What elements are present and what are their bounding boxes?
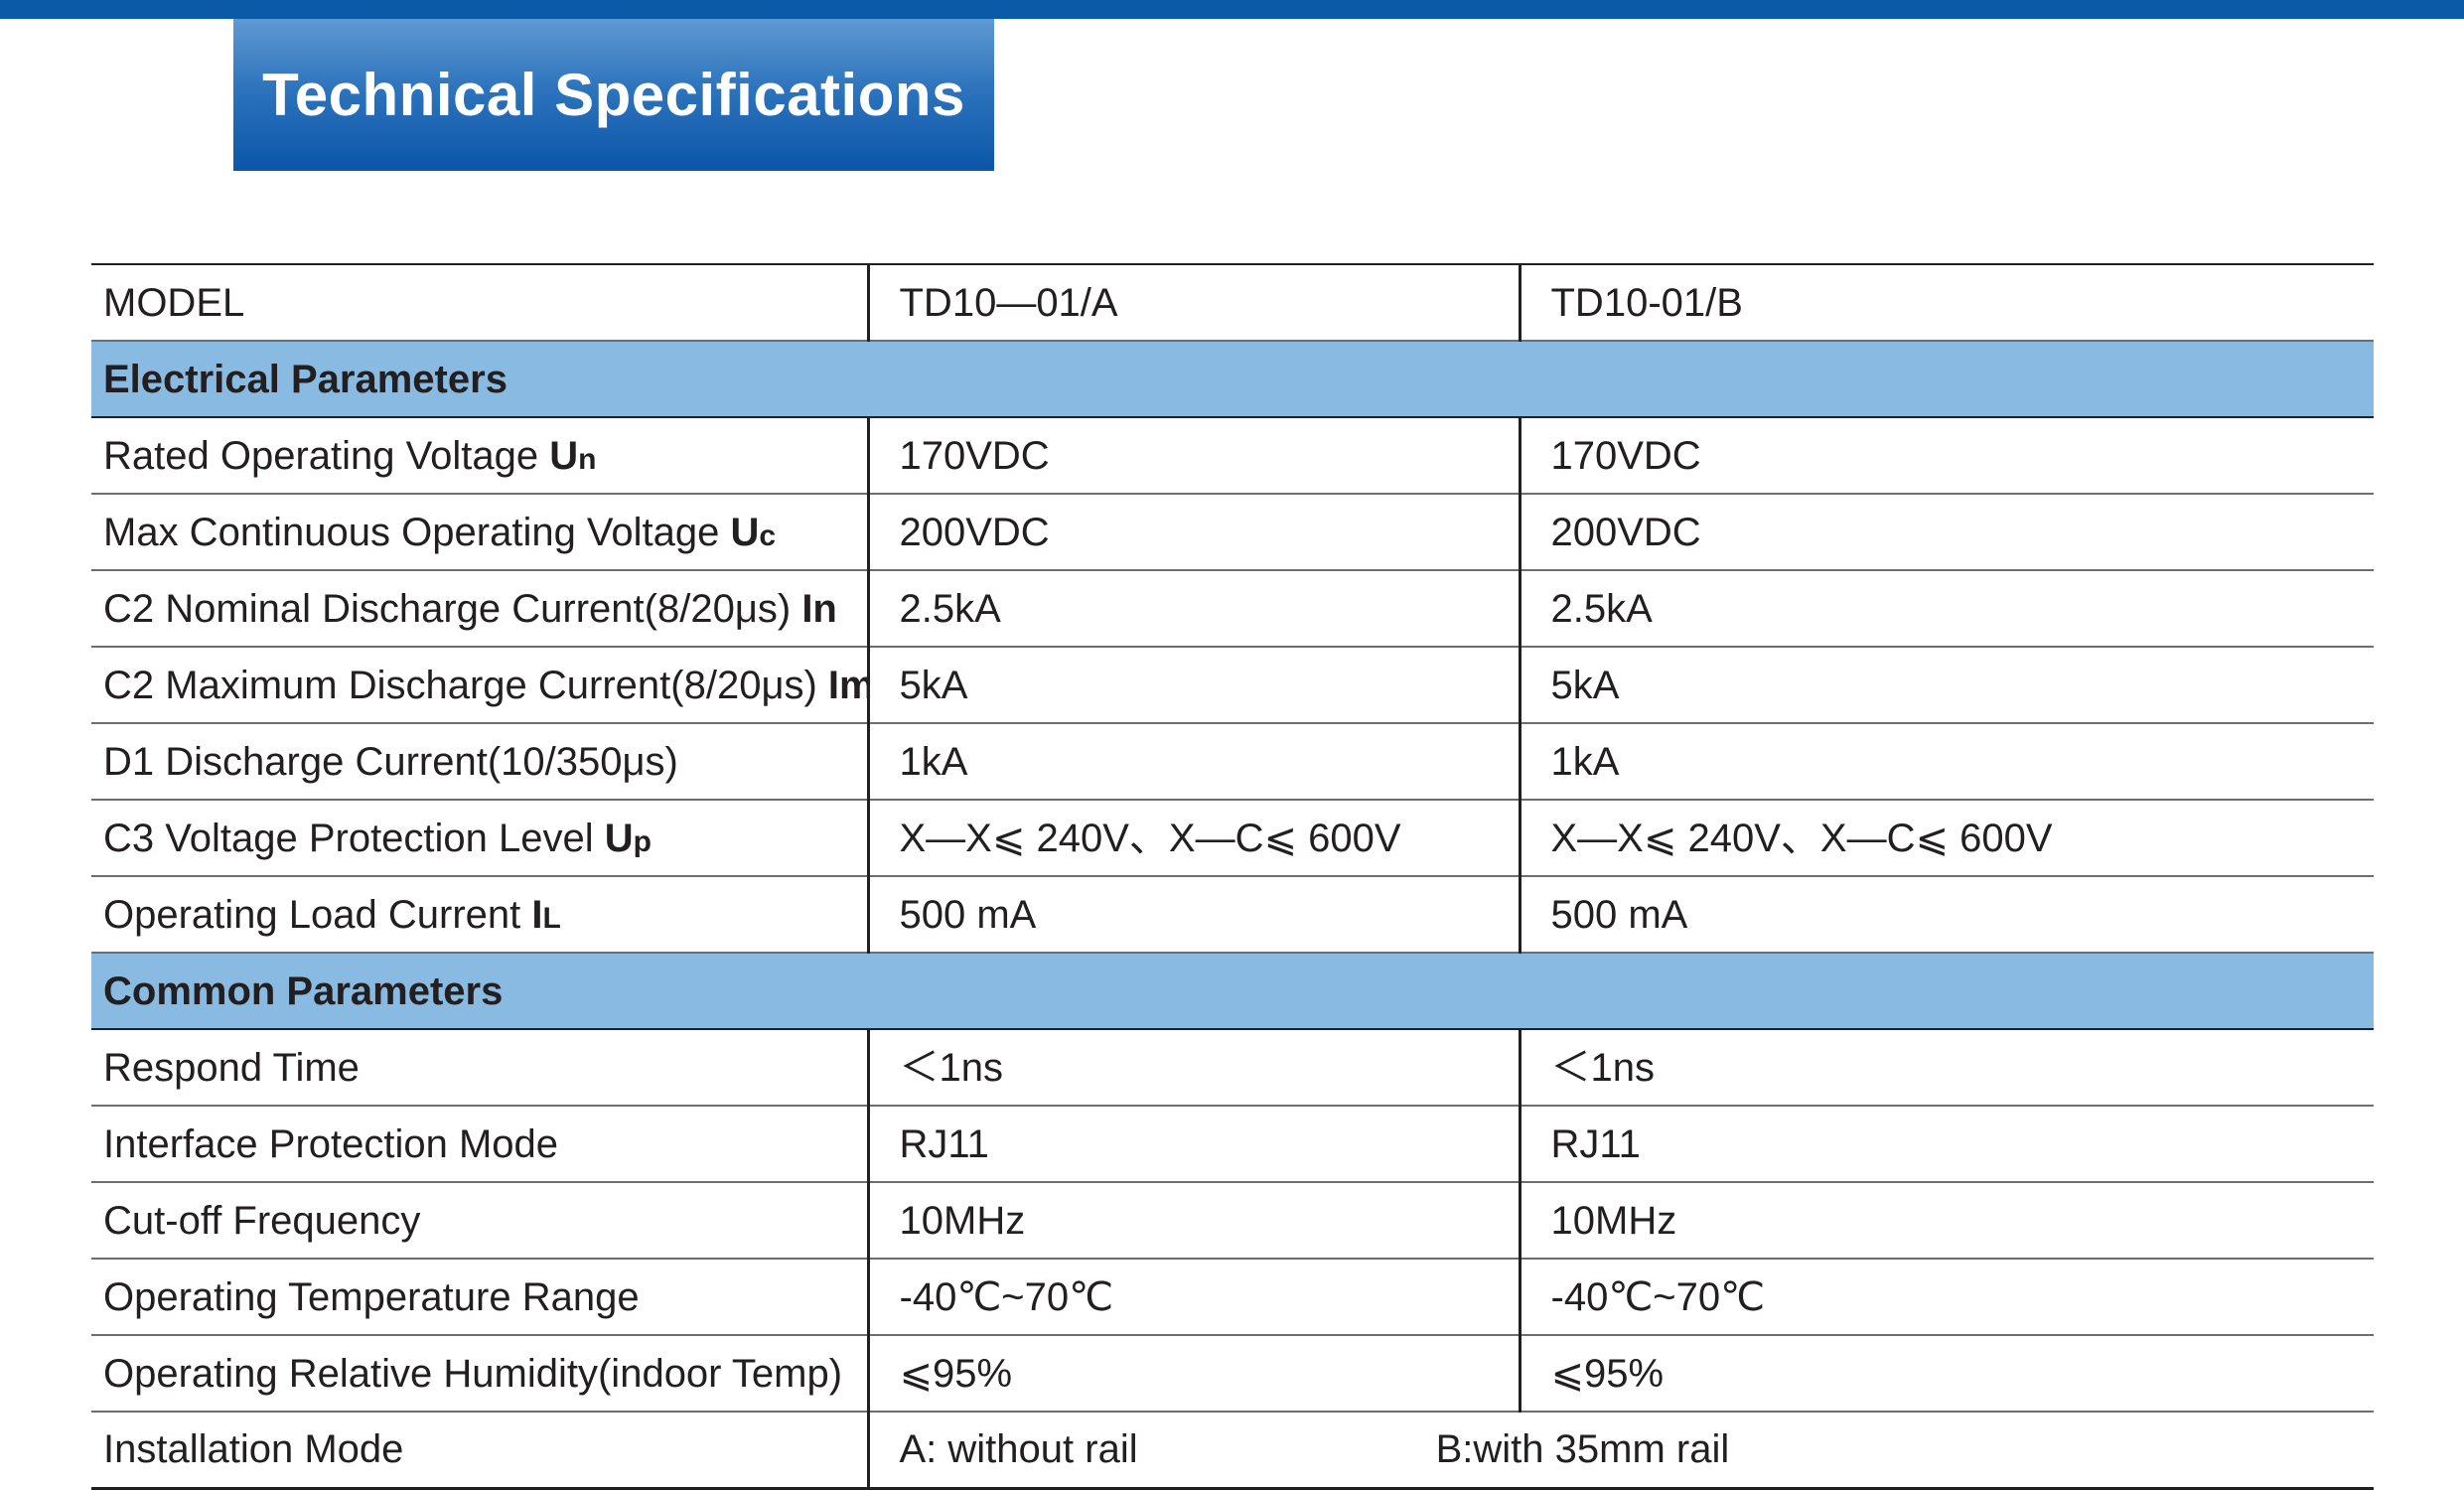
value-a-cell: 200VDC (866, 494, 1520, 571)
value-a-cell: 1kA (866, 723, 1520, 801)
page-title: Technical Specifications (262, 62, 965, 128)
table-row: Cut-off Frequency 10MHz 10MHz (91, 1182, 2374, 1260)
row-label: Operating Relative Humidity(indoor Temp) (91, 1335, 868, 1413)
installation-b: B:with 35mm rail (1435, 1427, 1730, 1472)
installation-cell: A: without rail B:with 35mm rail (866, 1412, 2374, 1490)
value-a-cell: 10MHz (866, 1182, 1520, 1260)
table-row: Operating Load Current IL 500 mA 500 mA (91, 876, 2374, 954)
row-label: Max Continuous Operating Voltage (103, 510, 731, 554)
value-b-cell: X—X⩽ 240V、X—C⩽ 600V (1518, 800, 2374, 877)
value-a-cell: ＜1ns (866, 1029, 1520, 1107)
symbol: In (801, 586, 837, 631)
section-electrical: Electrical Parameters (91, 340, 2374, 418)
value-b-cell: -40℃~70℃ (1518, 1259, 2374, 1336)
symbol-subscript: L (542, 901, 561, 935)
value-b-cell: 10MHz (1518, 1182, 2374, 1260)
value-b-cell: 5kA (1518, 647, 2374, 724)
table-row: Max Continuous Operating Voltage Uc 200V… (91, 494, 2374, 571)
value-b-cell: 500 mA (1518, 876, 2374, 954)
symbol: I (531, 892, 543, 937)
row-label-cell: C2 Maximum Discharge Current(8/20μs) Ima… (91, 647, 868, 724)
installation-a: A: without rail (899, 1427, 1138, 1472)
row-label: Cut-off Frequency (91, 1182, 868, 1260)
table-row: Respond Time ＜1ns ＜1ns (91, 1029, 2374, 1107)
table-row: Rated Operating Voltage Un 170VDC 170VDC (91, 417, 2374, 495)
value-a-cell: ⩽95% (866, 1335, 1520, 1413)
row-label: C2 Nominal Discharge Current(8/20μs) (103, 586, 802, 631)
model-b-cell: TD10-01/B (1518, 263, 2374, 342)
spec-table: MODEL TD10—01/A TD10-01/B Electrical Par… (91, 263, 2374, 1490)
value-b-cell: 2.5kA (1518, 570, 2374, 648)
section-common: Common Parameters (91, 952, 2374, 1030)
value-a-cell: 500 mA (866, 876, 1520, 954)
value-b-cell: RJ11 (1518, 1106, 2374, 1183)
value-a-cell: 2.5kA (866, 570, 1520, 648)
value-b-cell: 170VDC (1518, 417, 2374, 495)
value-b-cell: 200VDC (1518, 494, 2374, 571)
row-label-cell: Operating Load Current IL (91, 876, 868, 954)
value-b-cell: 1kA (1518, 723, 2374, 801)
row-label: Respond Time (91, 1029, 868, 1107)
model-a-cell: TD10—01/A (866, 263, 1520, 342)
table-row: D1 Discharge Current(10/350μs) 1kA 1kA (91, 723, 2374, 801)
row-label: Installation Mode (91, 1412, 868, 1490)
section-heading: Common Parameters (91, 952, 2374, 1030)
row-label-cell: C3 Voltage Protection Level Up (91, 800, 868, 877)
value-a-cell: 5kA (866, 647, 1520, 724)
symbol-subscript: p (633, 824, 652, 858)
value-b-cell: ＜1ns (1518, 1029, 2374, 1107)
table-row: Operating Relative Humidity(indoor Temp)… (91, 1335, 2374, 1413)
value-b-cell: ⩽95% (1518, 1335, 2374, 1413)
symbol-subscript: n (578, 442, 597, 476)
title-banner: Technical Specifications (233, 19, 994, 171)
value-a-cell: 170VDC (866, 417, 1520, 495)
row-label: Operating Temperature Range (91, 1259, 868, 1336)
table-row-installation: Installation Mode A: without rail B:with … (91, 1412, 2374, 1490)
row-label-cell: Rated Operating Voltage Un (91, 417, 868, 495)
symbol: U (604, 816, 634, 860)
row-label: Rated Operating Voltage (103, 433, 550, 478)
value-a-cell: RJ11 (866, 1106, 1520, 1183)
row-label-cell: Max Continuous Operating Voltage Uc (91, 494, 868, 571)
table-row: C2 Nominal Discharge Current(8/20μs) In … (91, 570, 2374, 648)
row-label: C2 Maximum Discharge Current(8/20μs) (103, 663, 828, 707)
row-label: MODEL (91, 263, 868, 342)
table-row: Operating Temperature Range -40℃~70℃ -40… (91, 1259, 2374, 1336)
symbol: U (730, 510, 760, 554)
row-label: D1 Discharge Current(10/350μs) (91, 723, 868, 801)
value-a-cell: -40℃~70℃ (866, 1259, 1520, 1336)
row-label-cell: C2 Nominal Discharge Current(8/20μs) In (91, 570, 868, 648)
value-a-cell: X—X⩽ 240V、X—C⩽ 600V (866, 800, 1520, 877)
row-label: C3 Voltage Protection Level (103, 816, 605, 860)
table-row-model: MODEL TD10—01/A TD10-01/B (91, 263, 2374, 342)
section-heading: Electrical Parameters (91, 340, 2374, 418)
row-label: Operating Load Current (103, 892, 532, 937)
symbol-subscript: c (759, 519, 777, 552)
row-label: Interface Protection Mode (91, 1106, 868, 1183)
top-accent-bar (0, 0, 2464, 19)
symbol: U (549, 433, 579, 478)
symbol: Imax (827, 663, 868, 707)
table-row: C2 Maximum Discharge Current(8/20μs) Ima… (91, 647, 2374, 724)
table-row: Interface Protection Mode RJ11 RJ11 (91, 1106, 2374, 1183)
table-row: C3 Voltage Protection Level Up X—X⩽ 240V… (91, 800, 2374, 877)
